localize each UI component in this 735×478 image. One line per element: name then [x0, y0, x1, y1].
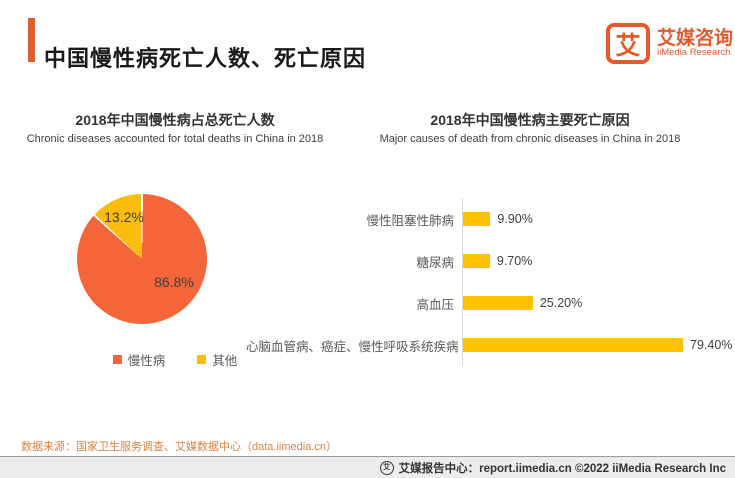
iimedia-logo-icon: 艾: [606, 23, 650, 64]
bar-value-label: 9.70%: [496, 254, 533, 268]
data-source-note: 数据来源：国家卫生服务调查、艾媒数据中心（data.iimedia.cn）: [21, 441, 337, 453]
bar-track: 9.90%: [462, 198, 714, 240]
bar-category-label: 糖尿病: [416, 255, 454, 270]
pie-chart: 13.2% 86.8%: [77, 194, 207, 324]
bar: [463, 254, 490, 268]
report-center-icon: 艾: [379, 460, 394, 475]
pie-slice-label-chronic: 86.8%: [154, 274, 194, 290]
footer-text: 艾媒报告中心：report.iimedia.cn ©2022 iiMedia R…: [398, 462, 726, 475]
bar-category-label: 高血压: [416, 297, 454, 312]
legend-item-chronic: 慢性病: [112, 350, 166, 369]
pie-chart-block: 2018年中国慢性病占总死亡人数 Chronic diseases accoun…: [20, 110, 330, 380]
bar: [463, 296, 533, 310]
iimedia-logo: 艾 艾媒咨询 iiMedia Research: [606, 23, 733, 64]
legend-swatch-chronic: [112, 355, 122, 364]
title-accent-bar: [28, 18, 35, 62]
pie-graphic: [77, 194, 207, 324]
legend-label-chronic: 慢性病: [127, 354, 166, 368]
bar-track: 25.20%: [462, 282, 714, 324]
bar-category-label: 心脑血管病、癌症、慢性呼吸系统疾病: [246, 339, 459, 354]
bar-chart-rows: 慢性阻塞性肺病 9.90% 糖尿病 9.70% 高血压 25.20% 心脑血管病、癌症、慢性…: [246, 198, 732, 366]
bar: [463, 338, 683, 352]
bar-chart-title: 2018年中国慢性病主要死亡原因: [430, 112, 630, 128]
pie-chart-title: 2018年中国慢性病占总死亡人数: [75, 112, 275, 128]
legend-item-other: 其他: [197, 350, 237, 369]
legend-label-other: 其他: [212, 354, 238, 368]
legend-swatch-other: [197, 355, 207, 364]
bar-row: 心脑血管病、癌症、慢性呼吸系统疾病 79.40%: [246, 324, 732, 366]
bar-chart-titles: 2018年中国慢性病主要死亡原因 Major causes of death f…: [355, 110, 705, 145]
page-title: 中国慢性病死亡人数、死亡原因: [44, 45, 367, 71]
logo-name-cn: 艾媒咨询: [657, 27, 734, 49]
bar: [463, 212, 491, 226]
logo-name-en: iiMedia Research: [657, 47, 731, 59]
bar-track: 79.40%: [462, 324, 732, 366]
bar-value-label: 9.90%: [497, 212, 533, 226]
bar-category-label: 慢性阻塞性肺病: [366, 213, 454, 228]
pie-chart-subtitle: Chronic diseases accounted for total dea…: [26, 133, 324, 145]
bar-row: 糖尿病 9.70%: [246, 240, 714, 282]
bar-track: 9.70%: [462, 240, 714, 282]
iimedia-logo-text: 艾媒咨询 iiMedia Research: [657, 27, 734, 59]
bar-row: 高血压 25.20%: [246, 282, 714, 324]
pie-legend: 慢性病 其他: [20, 350, 330, 369]
bar-row: 慢性阻塞性肺病 9.90%: [246, 198, 714, 240]
pie-slice-label-other: 13.2%: [104, 209, 144, 225]
bar-value-label: 79.40%: [690, 338, 733, 352]
bar-chart-subtitle: Major causes of death from chronic disea…: [379, 133, 681, 145]
bar-value-label: 25.20%: [539, 296, 583, 310]
footer-bar: 艾 艾媒报告中心：report.iimedia.cn ©2022 iiMedia…: [0, 456, 735, 478]
